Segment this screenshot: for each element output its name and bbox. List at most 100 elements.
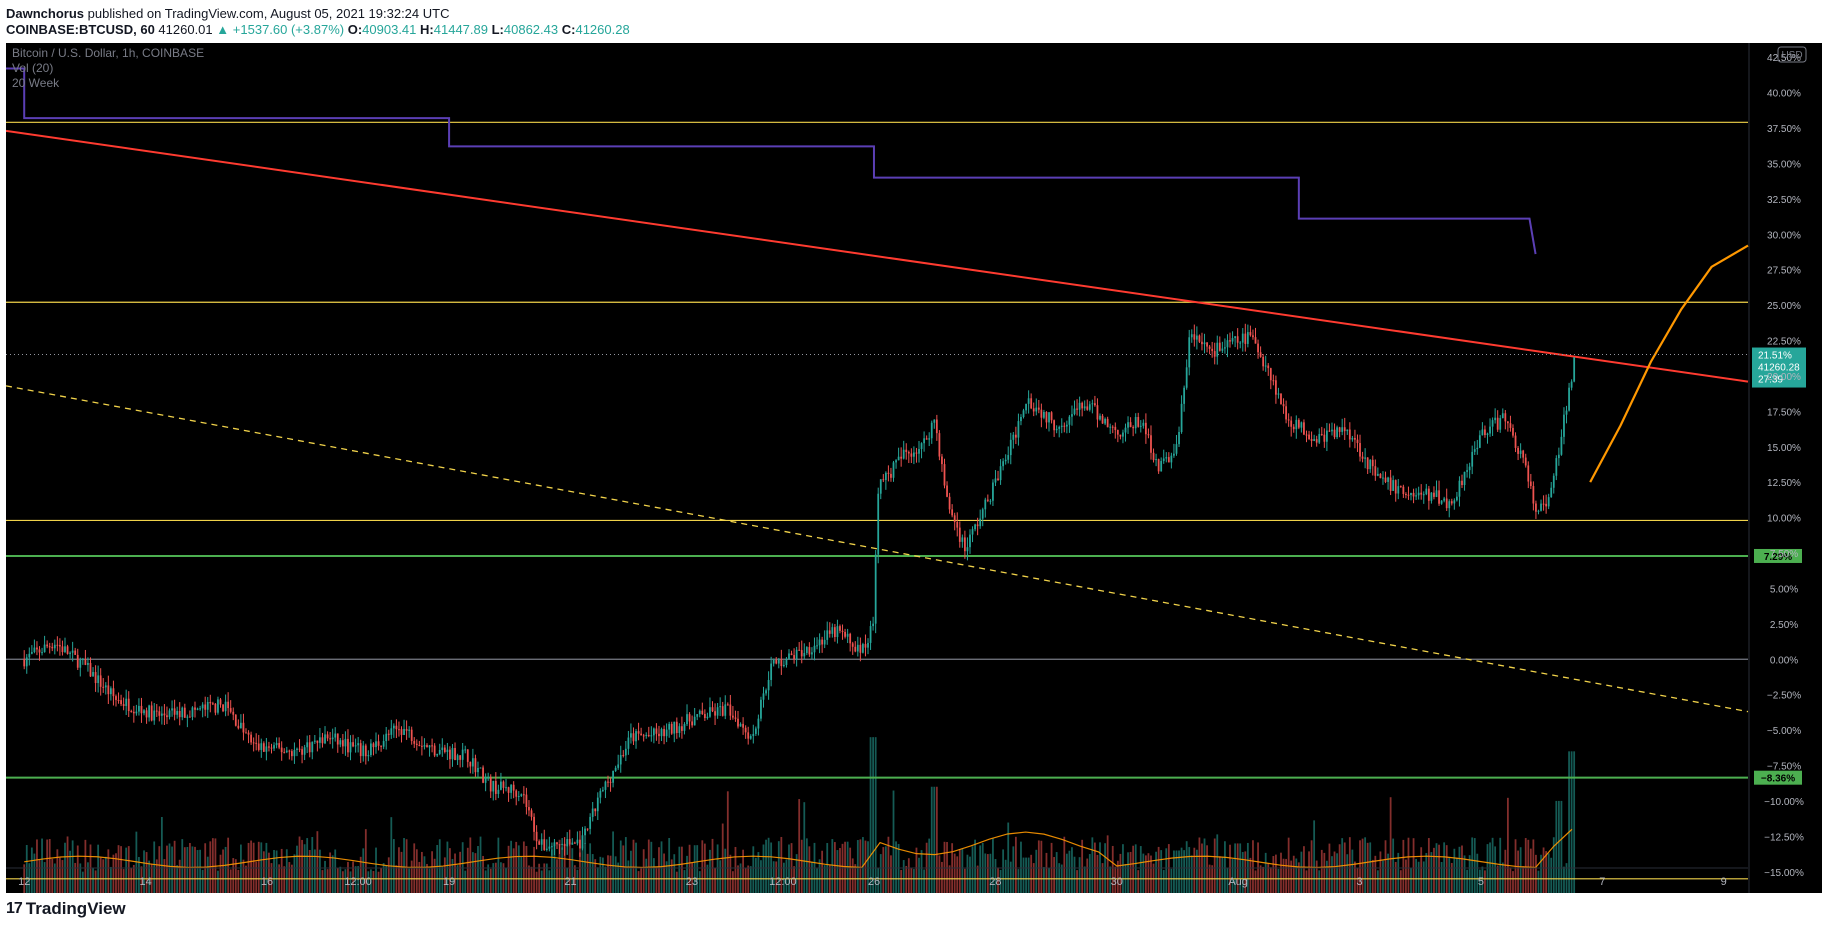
candle-body (594, 808, 597, 812)
volume-bar (471, 852, 474, 893)
volume-bar (872, 737, 875, 893)
candle-body (670, 723, 673, 734)
candle-body (1392, 480, 1395, 491)
candle-body (1346, 429, 1349, 432)
price-tick-label: −10.00% (1764, 797, 1804, 808)
candle-body (38, 649, 41, 653)
volume-bar (642, 849, 645, 893)
candle-body (168, 710, 171, 718)
volume-bar (775, 861, 778, 893)
volume-bar (1088, 854, 1091, 893)
candle-body (1519, 450, 1522, 454)
candle-body (1422, 494, 1425, 496)
volume-bar (1461, 845, 1463, 893)
volume-bar (171, 846, 173, 893)
candle-body (1040, 409, 1043, 418)
volume-bar (1206, 845, 1208, 893)
red-trendline[interactable] (5, 129, 1749, 383)
candle-body (576, 839, 579, 844)
candle-body (895, 460, 897, 463)
volume-bar (1484, 870, 1486, 893)
price-tick-label: −5.00% (1767, 726, 1801, 737)
candle-body (558, 844, 561, 846)
time-tick-label: 12:00 (344, 876, 372, 888)
candle-body (686, 714, 688, 725)
volume-bar (989, 853, 992, 893)
currency-badge[interactable]: USD (1781, 50, 1802, 61)
candle-body (1522, 450, 1525, 458)
volume-bar (1073, 856, 1076, 893)
candle-body (821, 639, 824, 645)
volume-bar (1379, 851, 1382, 893)
candle-body (693, 716, 696, 726)
candle-body (316, 740, 319, 743)
candle-body (497, 789, 500, 794)
volume-bar (257, 841, 260, 893)
volume-bar (74, 862, 77, 893)
candle-body (630, 733, 632, 738)
candle-body (943, 464, 946, 486)
candle-body (1116, 430, 1119, 435)
dashed-trendline[interactable] (5, 385, 1749, 713)
candle-body (426, 745, 428, 748)
volume-bar (1504, 849, 1507, 893)
volume-bar (579, 852, 581, 893)
candle-body (749, 736, 752, 739)
candle-body (1208, 346, 1211, 349)
candle-body (1150, 435, 1152, 453)
volume-bar (150, 863, 153, 893)
volume-bar (423, 856, 426, 893)
low-label: L: (491, 22, 504, 37)
volume-bar (1303, 846, 1305, 893)
candle-body (538, 841, 541, 845)
candle-body (1563, 414, 1565, 437)
tradingview-brand[interactable]: 17 TradingView (6, 899, 126, 919)
volume-bar (1364, 837, 1367, 893)
volume-bar (1137, 870, 1140, 893)
candle-body (250, 734, 252, 743)
volume-bar (1481, 866, 1484, 893)
volume-bar (1532, 839, 1535, 893)
candle-body (716, 707, 719, 716)
candle-body (1323, 434, 1326, 442)
volume-bar (433, 858, 436, 893)
candle-body (367, 755, 370, 757)
candle-body (1129, 422, 1132, 428)
volume-bar (1458, 846, 1461, 893)
volume-bar (94, 870, 97, 893)
time-tick-label: Aug (1228, 876, 1248, 888)
candle-body (421, 745, 423, 747)
volume-bar (1356, 867, 1359, 893)
candle-body (1529, 481, 1532, 487)
candle-body (176, 711, 179, 715)
projection-curve[interactable] (1589, 244, 1749, 483)
candle-body (357, 743, 360, 746)
volume-bar (1035, 849, 1038, 893)
candle-body (329, 738, 332, 740)
volume-bar (767, 837, 770, 893)
candle-body (992, 482, 994, 501)
currency-badge-box[interactable] (1777, 46, 1807, 63)
volume-bar (765, 839, 767, 893)
candle-body (1545, 503, 1548, 507)
price-tick-label: −15.00% (1764, 868, 1804, 879)
candle-body (882, 479, 885, 481)
volume-bar (186, 846, 189, 893)
volume-bar (1557, 800, 1560, 893)
volume-bar (1195, 849, 1198, 893)
chart-panel[interactable]: 7.29% −8.36% 21.51% 41260.28 27:39 42.50% 40.… (5, 43, 1822, 893)
candle-body (270, 747, 273, 749)
volume-bar (1308, 851, 1310, 893)
volume-bar (489, 868, 492, 893)
20-week-ma-line[interactable] (6, 67, 1537, 255)
volume-ma-line[interactable] (24, 828, 1573, 869)
candle-body (1030, 398, 1033, 409)
candle-body (102, 686, 105, 688)
candle-body (1055, 428, 1058, 431)
time-tick-label: 16 (261, 876, 273, 888)
volume-bar (69, 850, 71, 893)
volume-bar (1252, 840, 1254, 893)
volume-bar (1157, 846, 1160, 893)
candle-body (1402, 486, 1405, 494)
